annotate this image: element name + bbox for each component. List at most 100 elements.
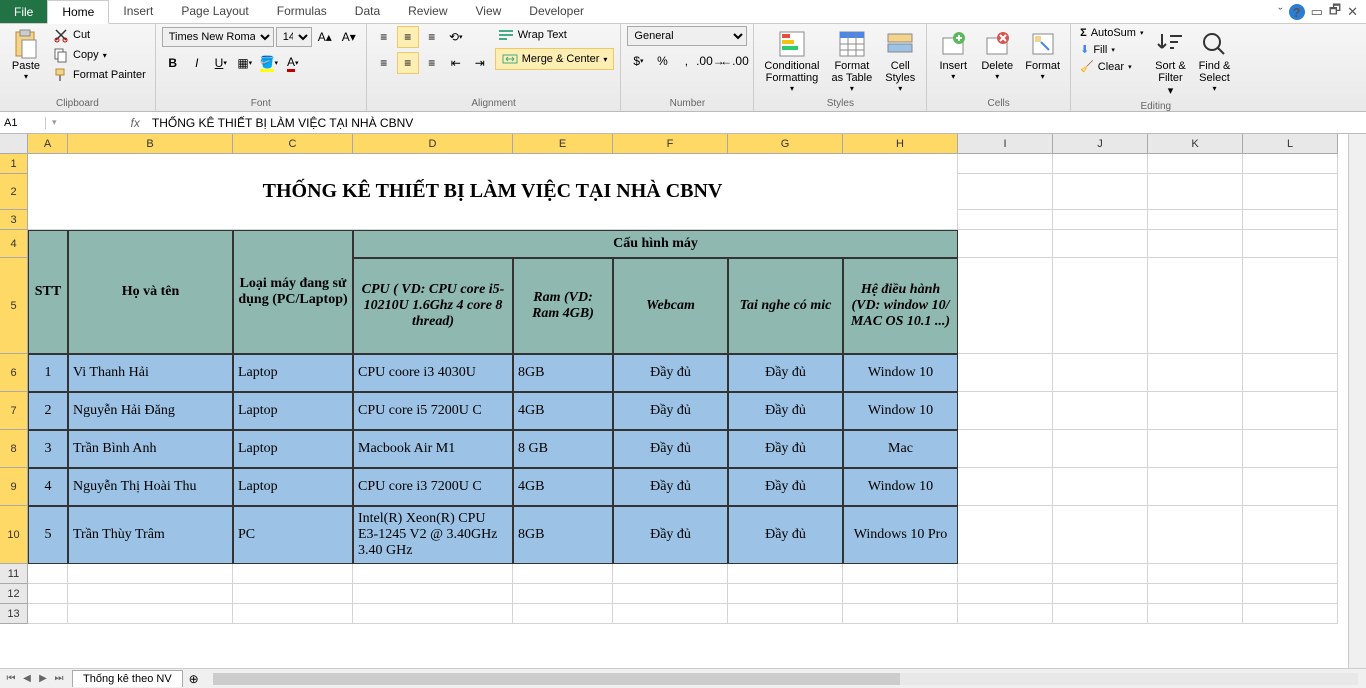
increase-indent-icon[interactable]: ⇥ bbox=[469, 52, 491, 74]
cell[interactable] bbox=[958, 154, 1053, 174]
cell[interactable] bbox=[1148, 210, 1243, 230]
tab-page-layout[interactable]: Page Layout bbox=[167, 0, 262, 23]
font-color-button[interactable]: A▾ bbox=[282, 52, 304, 74]
table-row[interactable]: Đầy đủ bbox=[728, 392, 843, 430]
table-row[interactable]: Đầy đủ bbox=[728, 468, 843, 506]
file-tab[interactable]: File bbox=[0, 0, 47, 23]
cell[interactable] bbox=[68, 564, 233, 584]
table-row[interactable]: 2 bbox=[28, 392, 68, 430]
cell[interactable] bbox=[1148, 564, 1243, 584]
sort-filter-button[interactable]: Sort & Filter▾ bbox=[1150, 26, 1190, 99]
clear-button[interactable]: 🧹Clear▾ bbox=[1077, 59, 1146, 74]
table-row[interactable]: PC bbox=[233, 506, 353, 564]
cell[interactable] bbox=[28, 564, 68, 584]
table-row[interactable]: 1 bbox=[28, 354, 68, 392]
cell[interactable] bbox=[353, 604, 513, 624]
cell[interactable] bbox=[1053, 584, 1148, 604]
table-row[interactable]: Đầy đủ bbox=[613, 354, 728, 392]
table-row[interactable]: 8GB bbox=[513, 354, 613, 392]
cell[interactable] bbox=[1243, 506, 1338, 564]
cell[interactable] bbox=[1053, 506, 1148, 564]
table-row[interactable]: Đầy đủ bbox=[613, 506, 728, 564]
conditional-formatting-button[interactable]: Conditional Formatting▾ bbox=[760, 26, 823, 95]
row-header-11[interactable]: 11 bbox=[0, 564, 28, 584]
vertical-scrollbar[interactable] bbox=[1348, 134, 1366, 668]
cell[interactable] bbox=[1053, 564, 1148, 584]
row-header-6[interactable]: 6 bbox=[0, 354, 28, 392]
cell[interactable] bbox=[1243, 258, 1338, 354]
cell[interactable] bbox=[1148, 258, 1243, 354]
table-row[interactable]: CPU core i3 7200U C bbox=[353, 468, 513, 506]
cell[interactable] bbox=[613, 584, 728, 604]
orientation-icon[interactable]: ⟲▾ bbox=[445, 26, 467, 48]
tab-developer[interactable]: Developer bbox=[515, 0, 598, 23]
header-name[interactable]: Họ và tên bbox=[68, 230, 233, 354]
find-select-button[interactable]: Find & Select▾ bbox=[1194, 26, 1234, 95]
delete-button[interactable]: Delete▾ bbox=[977, 26, 1017, 83]
table-row[interactable]: Window 10 bbox=[843, 354, 958, 392]
cell[interactable] bbox=[613, 604, 728, 624]
name-box[interactable]: A1 bbox=[0, 117, 46, 129]
cell[interactable] bbox=[1148, 468, 1243, 506]
cell[interactable] bbox=[958, 564, 1053, 584]
align-left-icon[interactable]: ≡ bbox=[373, 52, 395, 74]
cell[interactable] bbox=[843, 604, 958, 624]
cell[interactable] bbox=[353, 584, 513, 604]
border-button[interactable]: ▦▾ bbox=[234, 52, 256, 74]
table-row[interactable]: 4GB bbox=[513, 468, 613, 506]
copy-button[interactable]: Copy▾ bbox=[50, 46, 149, 64]
row-header-9[interactable]: 9 bbox=[0, 468, 28, 506]
sheet-first-icon[interactable]: ⏮ bbox=[4, 673, 18, 684]
sheet-prev-icon[interactable]: ◀ bbox=[20, 673, 34, 684]
cell[interactable] bbox=[1053, 154, 1148, 174]
table-row[interactable]: Đầy đủ bbox=[728, 354, 843, 392]
cell[interactable] bbox=[68, 584, 233, 604]
cell[interactable] bbox=[233, 604, 353, 624]
sheet-last-icon[interactable]: ⏭ bbox=[52, 673, 66, 684]
cell[interactable] bbox=[1148, 604, 1243, 624]
number-format-select[interactable]: General bbox=[627, 26, 747, 46]
cell[interactable] bbox=[728, 604, 843, 624]
increase-decimal-icon[interactable]: .00→ bbox=[699, 50, 721, 72]
cell[interactable] bbox=[1053, 210, 1148, 230]
table-row[interactable]: Window 10 bbox=[843, 392, 958, 430]
cell[interactable] bbox=[1243, 354, 1338, 392]
fill-color-button[interactable]: 🪣▾ bbox=[258, 52, 280, 74]
cell[interactable] bbox=[1053, 354, 1148, 392]
cell[interactable] bbox=[958, 392, 1053, 430]
table-row[interactable]: Đầy đủ bbox=[728, 506, 843, 564]
cell[interactable] bbox=[1148, 174, 1243, 210]
increase-font-icon[interactable]: A▴ bbox=[314, 26, 336, 48]
cell[interactable] bbox=[28, 604, 68, 624]
header-cpu[interactable]: CPU ( VD: CPU core i5-10210U 1.6Ghz 4 co… bbox=[353, 258, 513, 354]
cell[interactable] bbox=[958, 258, 1053, 354]
ribbon-toggle-icon[interactable]: ˇ bbox=[1278, 5, 1282, 20]
fx-icon[interactable]: fx bbox=[123, 116, 148, 130]
row-header-8[interactable]: 8 bbox=[0, 430, 28, 468]
align-right-icon[interactable]: ≡ bbox=[421, 52, 443, 74]
cell[interactable] bbox=[1243, 210, 1338, 230]
tab-view[interactable]: View bbox=[462, 0, 516, 23]
cell[interactable] bbox=[728, 564, 843, 584]
table-row[interactable]: Đầy đủ bbox=[613, 468, 728, 506]
cell[interactable] bbox=[958, 584, 1053, 604]
cell-styles-button[interactable]: Cell Styles▾ bbox=[880, 26, 920, 95]
tab-formulas[interactable]: Formulas bbox=[263, 0, 341, 23]
cell[interactable] bbox=[1148, 430, 1243, 468]
restore-icon[interactable]: 🗗 bbox=[1329, 1, 1341, 23]
row-header-5[interactable]: 5 bbox=[0, 258, 28, 354]
cell[interactable] bbox=[958, 174, 1053, 210]
cell[interactable] bbox=[233, 584, 353, 604]
col-header-H[interactable]: H bbox=[843, 134, 958, 154]
header-ram[interactable]: Ram (VD: Ram 4GB) bbox=[513, 258, 613, 354]
percent-icon[interactable]: % bbox=[651, 50, 673, 72]
tab-review[interactable]: Review bbox=[394, 0, 461, 23]
cell[interactable] bbox=[1053, 392, 1148, 430]
cell[interactable] bbox=[233, 564, 353, 584]
table-row[interactable]: 8 GB bbox=[513, 430, 613, 468]
cell[interactable] bbox=[958, 230, 1053, 258]
table-row[interactable]: 8GB bbox=[513, 506, 613, 564]
table-row[interactable]: Trần Bình Anh bbox=[68, 430, 233, 468]
header-headset[interactable]: Tai nghe có mic bbox=[728, 258, 843, 354]
table-row[interactable]: Laptop bbox=[233, 468, 353, 506]
